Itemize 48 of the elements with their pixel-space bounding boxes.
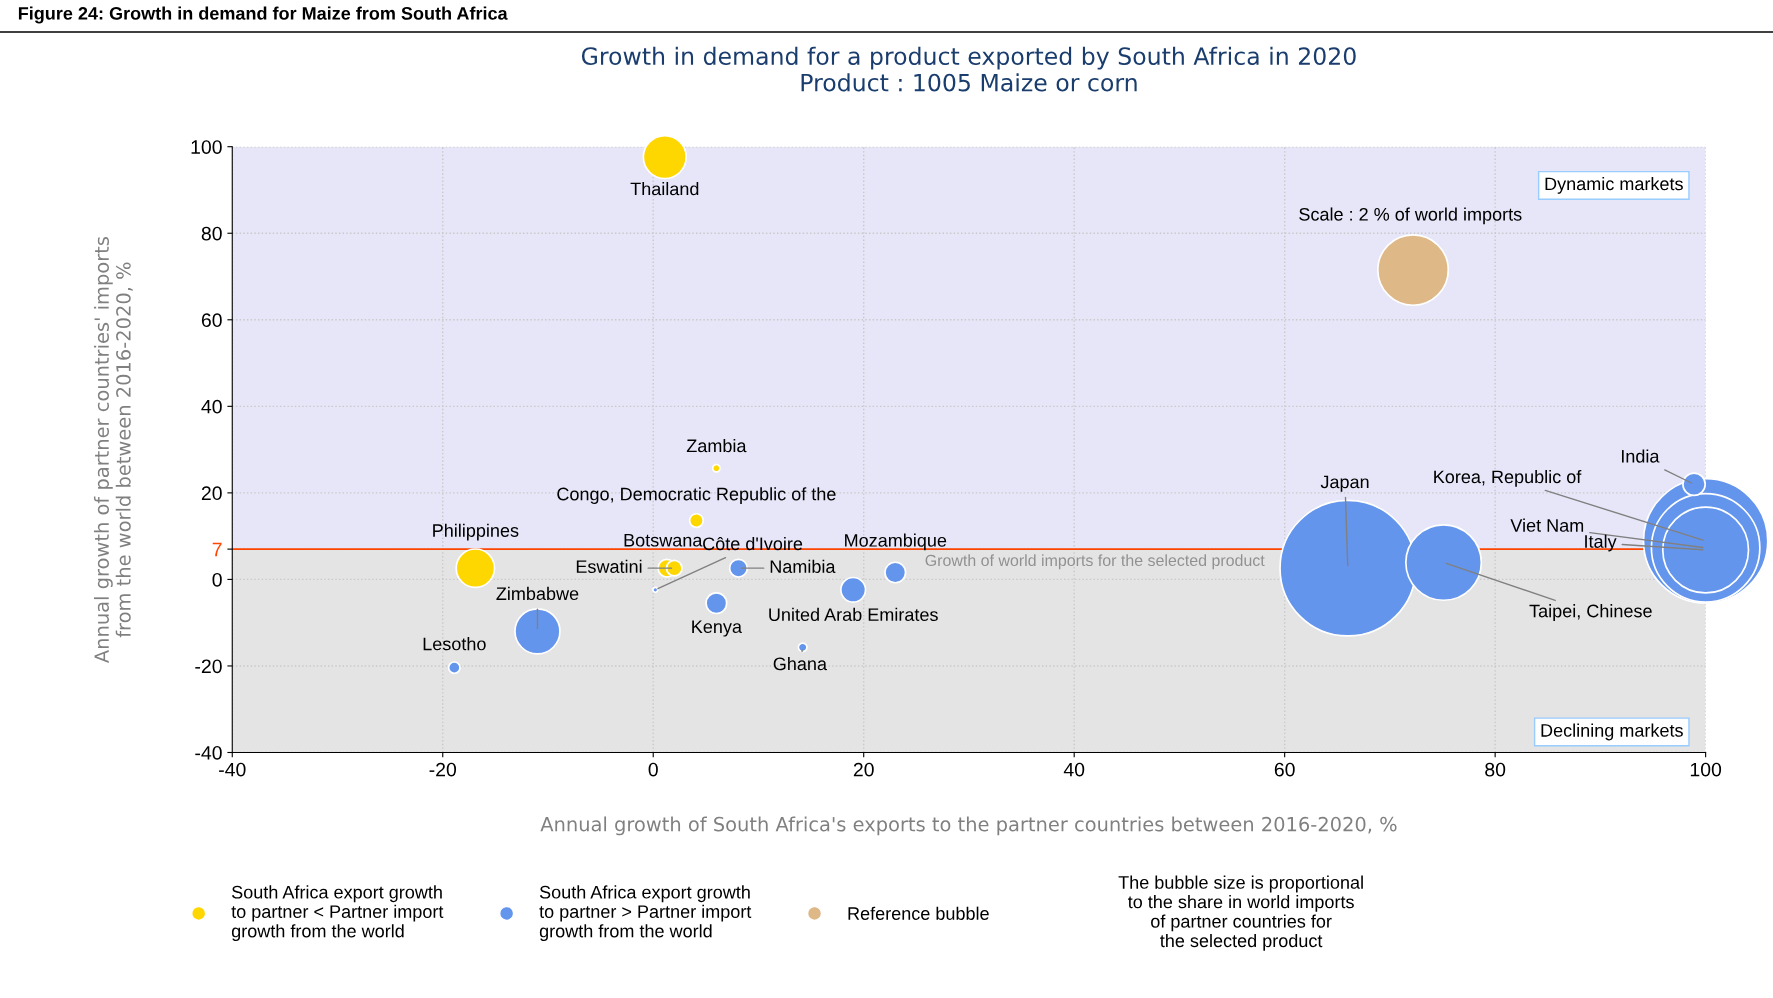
- band-label: Dynamic markets: [1545, 177, 1683, 194]
- x-tick-label: -20: [429, 762, 457, 777]
- x-tick-label: 100: [1690, 762, 1722, 777]
- annotation: United Arab Emirates: [769, 607, 938, 622]
- x-tick-label: 40: [1063, 762, 1085, 777]
- annotation: Eswatini: [576, 559, 642, 574]
- y-tick-label: 0: [212, 572, 222, 587]
- annotation: Kenya: [692, 620, 742, 637]
- x-tick-label: 0: [648, 762, 658, 777]
- annotation: Zambia: [686, 438, 747, 453]
- annotation: Thailand: [630, 182, 699, 196]
- chart-title: Growth in demand for a product exported by South Africa in 2020 Product : 1005 Maize or corn: [581, 46, 1356, 92]
- annotation: Mozambique: [845, 533, 947, 551]
- caption: Figure 24: Growth in demand for Maize from South Africa: [18, 6, 508, 24]
- annotation: Japan: [1320, 475, 1369, 492]
- annotation: Viet Nam: [1510, 518, 1584, 532]
- annotation: Zimbabwe: [496, 586, 579, 601]
- annotation: Korea, Republic of: [1434, 469, 1582, 487]
- annotation: Lesotho: [423, 637, 486, 651]
- annotation: Scale : 2 % of world imports: [1299, 207, 1522, 225]
- annotation: Italy: [1585, 534, 1617, 552]
- ref-line-label: Growth of world imports for the selected product: [925, 554, 1265, 570]
- band-label: Declining markets: [1541, 723, 1683, 741]
- annotation: Philippines: [433, 523, 519, 541]
- y-tick-label: 60: [201, 313, 222, 328]
- x-tick-label: 80: [1485, 762, 1506, 777]
- legend-label: South Africa export growth to partner > Partner import growth from the world: [539, 885, 752, 942]
- y-tick-label: -20: [195, 659, 222, 674]
- annotation: Côte d'Ivoire: [703, 536, 803, 551]
- annotation: Taipei, Chinese: [1529, 604, 1652, 621]
- annotation: Namibia: [770, 559, 836, 574]
- y-tick-label: 100: [191, 140, 222, 154]
- legend-label: South Africa export growth to partner < Partner import growth from the world: [231, 885, 444, 942]
- y-axis-title: Annual growth of partner countries' imports from the world between 2016-2020, %: [93, 237, 133, 663]
- y-tick-label: 20: [201, 486, 222, 501]
- annotation: India: [1621, 449, 1660, 463]
- text: The bubble size is proportional to the share in world imports of partner countries for the selected product: [1118, 875, 1363, 951]
- y-tick-label: 7: [212, 542, 222, 557]
- annotation: Botswana: [624, 534, 703, 547]
- annotation: Congo, Democratic Republic of the: [557, 487, 836, 504]
- y-tick-label: -40: [195, 745, 222, 760]
- legend-label: Reference bubble: [848, 906, 989, 920]
- annotation: Ghana: [773, 656, 827, 671]
- y-tick-label: 40: [201, 399, 222, 414]
- x-axis-title: Annual growth of South Africa's exports to the partner countries between 2016-2020, %: [540, 816, 1397, 836]
- y-tick-label: 80: [201, 226, 222, 241]
- x-tick-label: 20: [853, 762, 874, 777]
- x-tick-label: 60: [1274, 762, 1295, 777]
